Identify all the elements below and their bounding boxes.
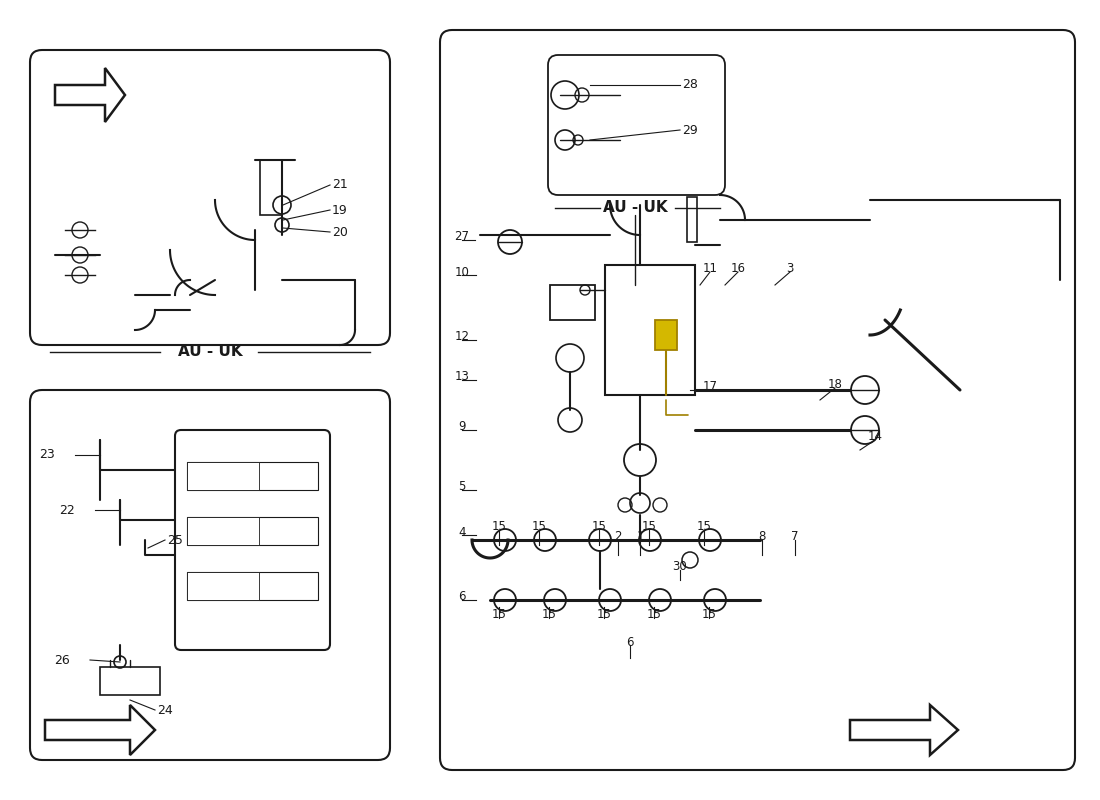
Text: 7: 7 (791, 530, 799, 543)
FancyBboxPatch shape (440, 30, 1075, 770)
Text: 15: 15 (641, 521, 657, 534)
Text: 11: 11 (703, 262, 717, 275)
Circle shape (851, 416, 879, 444)
FancyBboxPatch shape (175, 430, 330, 650)
Text: 15: 15 (531, 521, 547, 534)
Polygon shape (45, 705, 155, 755)
Text: a passion for: a passion for (629, 418, 860, 562)
Text: 2: 2 (614, 530, 622, 543)
FancyBboxPatch shape (548, 55, 725, 195)
Text: 4: 4 (459, 526, 465, 538)
Bar (605, 265, 695, 395)
Text: 24: 24 (157, 703, 173, 717)
Polygon shape (55, 68, 125, 122)
Bar (187, 462, 318, 490)
Text: 22: 22 (59, 503, 75, 517)
FancyBboxPatch shape (30, 390, 390, 760)
Circle shape (851, 376, 879, 404)
Bar (260, 160, 282, 215)
FancyBboxPatch shape (30, 50, 390, 345)
Text: 15: 15 (492, 609, 506, 622)
Text: 6: 6 (459, 590, 465, 603)
Text: 12: 12 (454, 330, 470, 343)
Text: 25: 25 (167, 534, 183, 546)
Text: 3: 3 (786, 262, 794, 275)
Polygon shape (850, 705, 958, 755)
Text: 10: 10 (454, 266, 470, 278)
Text: 15: 15 (596, 609, 612, 622)
Text: 27: 27 (454, 230, 470, 243)
Bar (187, 572, 318, 600)
Text: 15: 15 (696, 521, 712, 534)
Bar (100, 667, 160, 695)
Text: since 1985: since 1985 (703, 508, 896, 632)
Text: 30: 30 (672, 561, 688, 574)
Bar (187, 517, 260, 545)
Text: 15: 15 (647, 609, 661, 622)
Bar (550, 285, 595, 320)
Text: 14: 14 (868, 430, 882, 443)
Text: 28: 28 (682, 78, 697, 91)
Text: 13: 13 (454, 370, 470, 383)
Bar (187, 517, 318, 545)
Text: 8: 8 (758, 530, 766, 543)
Text: 15: 15 (592, 521, 606, 534)
Bar (688, 197, 697, 242)
Text: 19: 19 (332, 203, 348, 217)
Text: 16: 16 (730, 262, 746, 275)
Text: 6: 6 (626, 635, 634, 649)
Text: AU - UK: AU - UK (178, 345, 242, 359)
Text: 26: 26 (54, 654, 70, 666)
Text: 23: 23 (40, 449, 55, 462)
Text: 15: 15 (492, 521, 506, 534)
Bar (187, 462, 260, 490)
Bar (187, 572, 260, 600)
Text: 21: 21 (332, 178, 348, 191)
Bar (654, 320, 676, 350)
Text: 15: 15 (541, 609, 557, 622)
Text: 9: 9 (459, 421, 465, 434)
Text: 5: 5 (459, 481, 465, 494)
Text: 17: 17 (703, 381, 717, 394)
Text: 18: 18 (827, 378, 843, 391)
Text: AU - UK: AU - UK (603, 201, 668, 215)
Text: 20: 20 (332, 226, 348, 238)
Text: 29: 29 (682, 123, 697, 137)
Text: 1: 1 (636, 530, 644, 543)
Text: 15: 15 (702, 609, 716, 622)
